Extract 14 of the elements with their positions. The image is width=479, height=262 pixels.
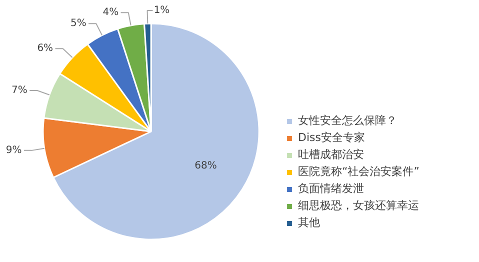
data-label: 4% [102, 7, 119, 18]
legend-label: Diss安全专家 [298, 130, 365, 145]
legend-label: 吐槽成都治安 [298, 147, 364, 162]
data-label: 5% [70, 18, 86, 30]
legend-label: 其他 [298, 215, 320, 230]
data-label: 9% [6, 144, 22, 156]
legend-label: 医院竟称“社会治安案件” [298, 164, 420, 179]
data-label: 1% [154, 5, 170, 16]
legend-label: 负面情绪发泄 [298, 181, 364, 196]
legend-label: 女性安全怎么保障？ [298, 113, 397, 128]
data-label: 68% [194, 160, 217, 172]
data-label: 6% [37, 43, 54, 54]
legend-label: 细思极恐，女孩还算幸运 [298, 198, 419, 213]
data-label: 7% [12, 85, 28, 96]
